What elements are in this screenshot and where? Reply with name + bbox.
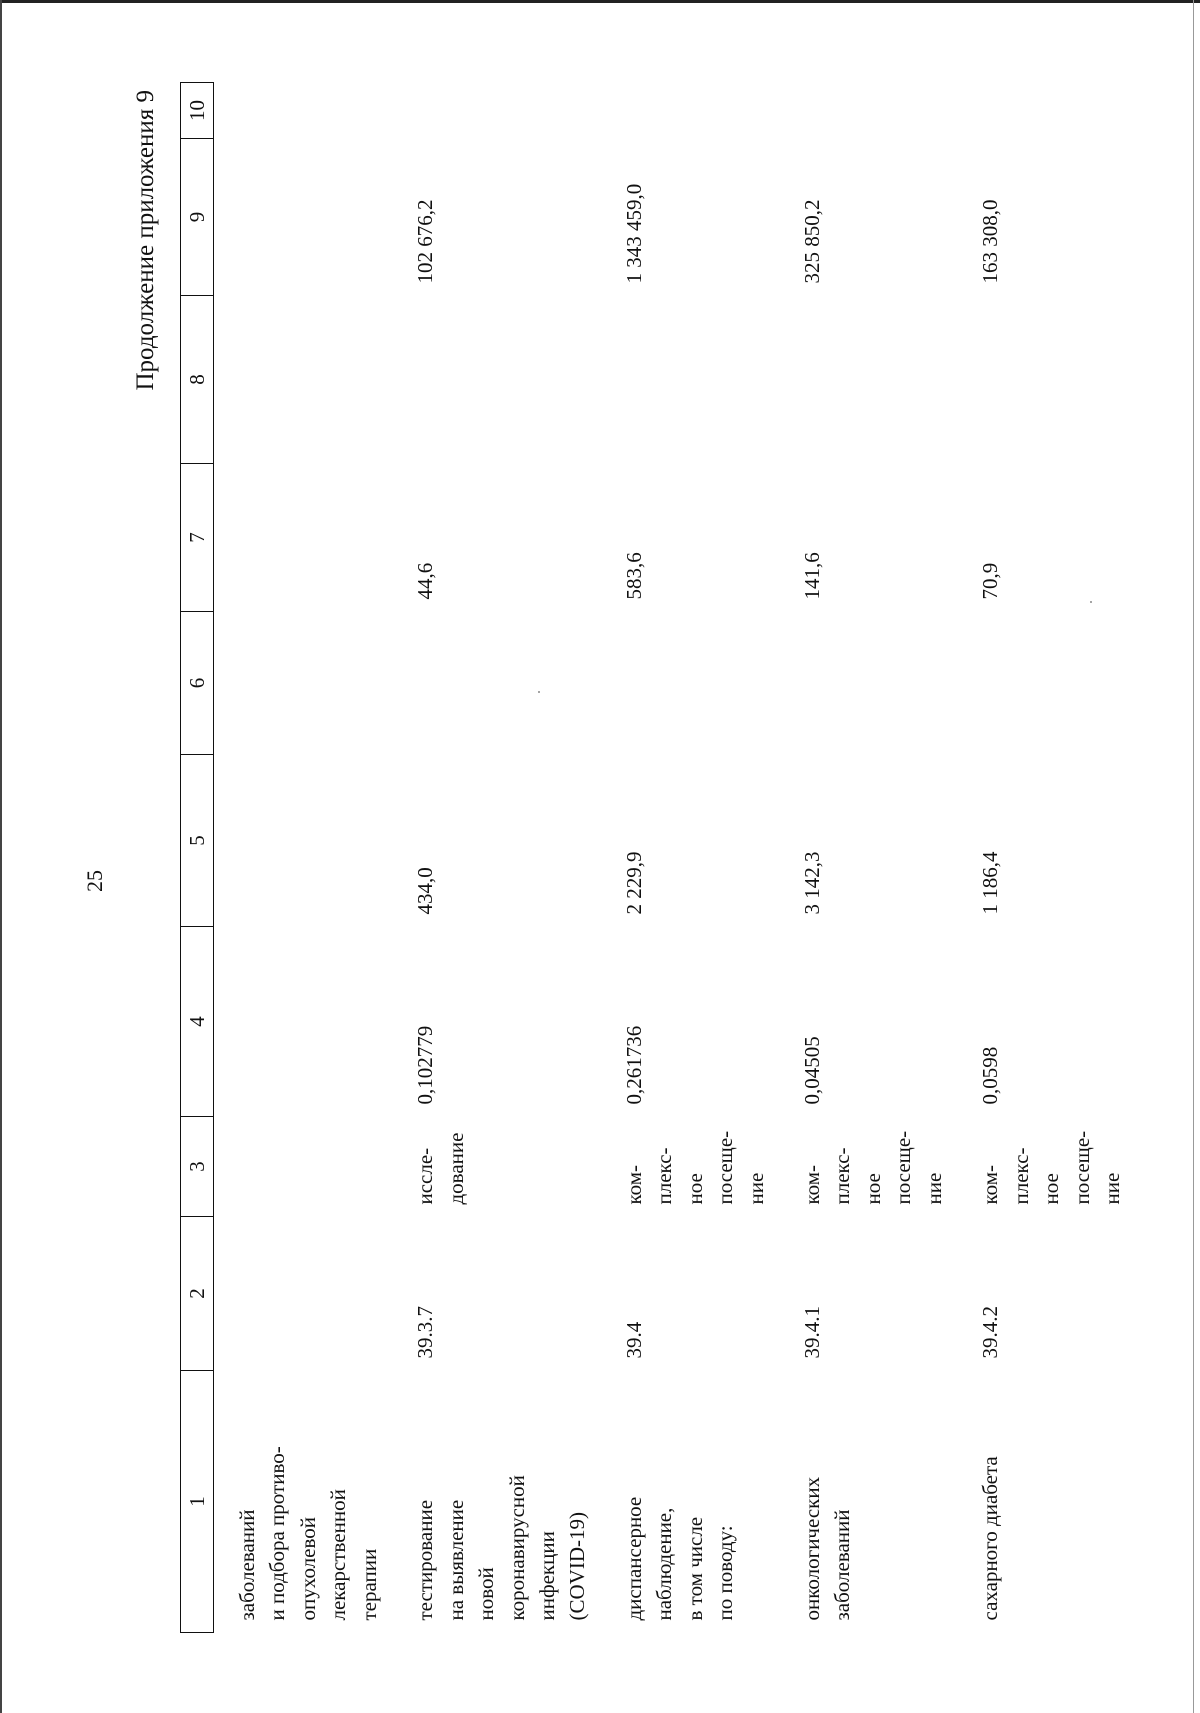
table-row: онкологических заболеваний 39.4.1 ком- п… [789, 83, 967, 1633]
scan-speck [538, 691, 540, 693]
row-code [214, 1217, 403, 1371]
row-col5: 2 229,9 [621, 851, 646, 915]
row-col10 [402, 83, 611, 139]
row-unit-cell: ком- плекс- ное посеще- ние [789, 1117, 967, 1217]
row-code: 39.4 [621, 1321, 646, 1359]
row-unit-cell: ком- плекс- ное посеще- ние [967, 1117, 1145, 1217]
row-col5 [214, 755, 403, 927]
table-row: заболеваний и подбора противо- опухолево… [214, 83, 403, 1633]
page-number: 25 [82, 870, 107, 892]
row-unit-cell: ком- плекс- ное посеще- ние [611, 1117, 789, 1217]
header-row: 1 2 3 4 5 6 7 8 9 10 [180, 82, 214, 1633]
row-col10 [611, 83, 789, 139]
row-name-cell: тестирование на выявление новой коронави… [402, 1371, 611, 1633]
row-col8 [967, 296, 1145, 464]
column-header: 9 [180, 138, 214, 296]
scan-edge-left [0, 0, 2, 1713]
row-name: заболеваний и подбора противо- опухолево… [235, 1446, 381, 1621]
row-col9: 1 343 459,0 [621, 183, 646, 284]
row-code: 39.4.1 [800, 1306, 824, 1359]
column-header: 5 [180, 754, 214, 927]
column-header: 6 [180, 611, 214, 755]
column-header: 3 [180, 1116, 214, 1217]
row-col10 [967, 83, 1145, 139]
column-header: 10 [180, 82, 214, 139]
row-col10 [214, 83, 403, 139]
table-row: сахарного диабета 39.4.2 ком- плекс- ное… [967, 83, 1145, 1633]
row-col9 [214, 139, 403, 296]
row-col6 [214, 612, 403, 755]
row-col8 [611, 296, 789, 464]
row-col7: 70,9 [978, 562, 1003, 600]
column-header: 7 [180, 463, 214, 612]
row-col4 [214, 927, 403, 1117]
row-col8 [789, 296, 967, 464]
row-col5: 1 186,4 [978, 851, 1003, 915]
row-col6 [967, 612, 1145, 755]
row-col5: 434,0 [413, 867, 438, 915]
row-col6 [611, 612, 789, 755]
row-code: 39.3.7 [413, 1306, 438, 1359]
row-col7: 141,6 [800, 552, 824, 600]
column-header: 4 [180, 926, 214, 1117]
row-col9: 163 308,0 [978, 199, 1003, 284]
row-col5: 3 142,3 [800, 851, 824, 915]
row-name: сахарного диабета [978, 1456, 1003, 1621]
scan-speck [1090, 601, 1092, 603]
column-header: 2 [180, 1216, 214, 1371]
row-name-cell: заболеваний и подбора противо- опухолево… [214, 1371, 403, 1633]
column-header: 1 [180, 1370, 214, 1633]
row-col4: 0,102779 [413, 1025, 438, 1105]
row-col6 [402, 612, 611, 755]
row-col8 [214, 296, 403, 464]
row-unit: ком- плекс- ное посеще- ние [800, 1130, 946, 1205]
row-name-cell: онкологических заболеваний [789, 1371, 967, 1633]
row-unit: ком- плекс- ное посеще- ние [621, 1130, 768, 1205]
row-unit: иссле- дование [413, 1132, 468, 1205]
row-name: онкологических заболеваний [800, 1476, 855, 1621]
row-name-cell: сахарного диабета [967, 1371, 1145, 1633]
table-row: тестирование на выявление новой коронави… [402, 83, 611, 1633]
row-col7 [214, 464, 403, 612]
row-name: диспансерное наблюдение, в том числе по … [621, 1496, 738, 1621]
data-table: 1 2 3 4 5 6 7 8 9 10 заболеваний и подбо… [180, 82, 1145, 1633]
scan-edge-top [0, 0, 1200, 3]
row-col4: 0,261736 [621, 1025, 646, 1105]
scan-edge-right [1193, 0, 1194, 1713]
row-col6 [789, 612, 967, 755]
row-col4: 0,0598 [978, 1046, 1003, 1105]
row-name: тестирование на выявление новой коронави… [413, 1475, 590, 1621]
row-col4: 0,04505 [800, 1036, 824, 1105]
row-col10 [789, 83, 967, 139]
row-col9: 325 850,2 [800, 199, 824, 284]
row-col7: 583,6 [621, 552, 646, 600]
continuation-label: Продолжение приложения 9 [132, 90, 159, 391]
row-unit-cell [214, 1117, 403, 1217]
row-name-cell: диспансерное наблюдение, в том числе по … [611, 1371, 789, 1633]
row-unit-cell: иссле- дование [402, 1117, 611, 1217]
row-col8 [402, 296, 611, 464]
row-col7: 44,6 [413, 562, 438, 600]
row-col9: 102 676,2 [413, 199, 438, 284]
row-unit: ком- плекс- ное посеще- ние [978, 1130, 1124, 1205]
table-row: диспансерное наблюдение, в том числе по … [611, 83, 789, 1633]
column-header: 8 [180, 295, 214, 464]
row-code: 39.4.2 [978, 1306, 1003, 1359]
